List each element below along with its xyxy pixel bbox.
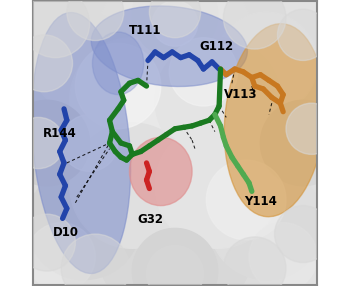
Circle shape [223,237,286,286]
Circle shape [21,0,90,57]
Circle shape [155,38,280,163]
Text: D10: D10 [52,226,78,239]
Text: Y114: Y114 [244,195,277,208]
Circle shape [75,43,161,129]
Circle shape [175,57,346,229]
Circle shape [61,114,118,172]
Ellipse shape [224,24,325,217]
Circle shape [61,234,130,286]
Circle shape [286,103,337,154]
Ellipse shape [91,6,247,86]
Circle shape [223,0,286,49]
Circle shape [16,35,72,92]
Ellipse shape [92,32,144,95]
Circle shape [152,1,198,46]
Circle shape [278,9,329,60]
Circle shape [67,0,124,41]
Text: R144: R144 [43,126,77,140]
Text: G32: G32 [138,213,164,226]
Circle shape [95,0,255,123]
Circle shape [4,100,90,186]
Ellipse shape [130,137,192,206]
Circle shape [275,206,331,263]
Circle shape [4,57,175,229]
Circle shape [155,123,280,248]
Circle shape [249,223,317,286]
Circle shape [27,166,141,280]
Circle shape [33,12,135,114]
Text: V113: V113 [224,88,257,101]
Circle shape [260,100,346,186]
Circle shape [132,229,218,286]
Text: G112: G112 [199,40,233,53]
Circle shape [27,0,323,286]
Ellipse shape [32,13,131,273]
Text: T111: T111 [129,24,161,37]
Circle shape [169,38,238,106]
Circle shape [70,38,195,163]
Circle shape [147,245,203,286]
Circle shape [209,166,323,280]
Circle shape [19,214,75,271]
Circle shape [215,12,317,114]
Circle shape [70,123,195,248]
Circle shape [149,0,201,38]
Circle shape [206,160,286,240]
Circle shape [95,163,255,286]
Circle shape [27,223,95,286]
Circle shape [13,117,64,169]
Circle shape [132,0,218,57]
